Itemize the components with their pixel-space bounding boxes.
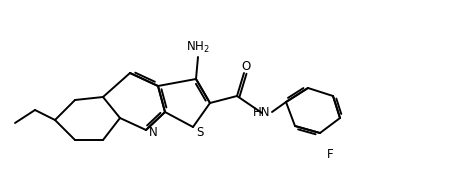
Text: S: S	[196, 126, 204, 139]
Text: HN: HN	[253, 107, 271, 119]
Text: NH$_2$: NH$_2$	[186, 40, 210, 55]
Text: F: F	[327, 148, 333, 162]
Text: N: N	[149, 126, 158, 139]
Text: O: O	[242, 61, 251, 74]
